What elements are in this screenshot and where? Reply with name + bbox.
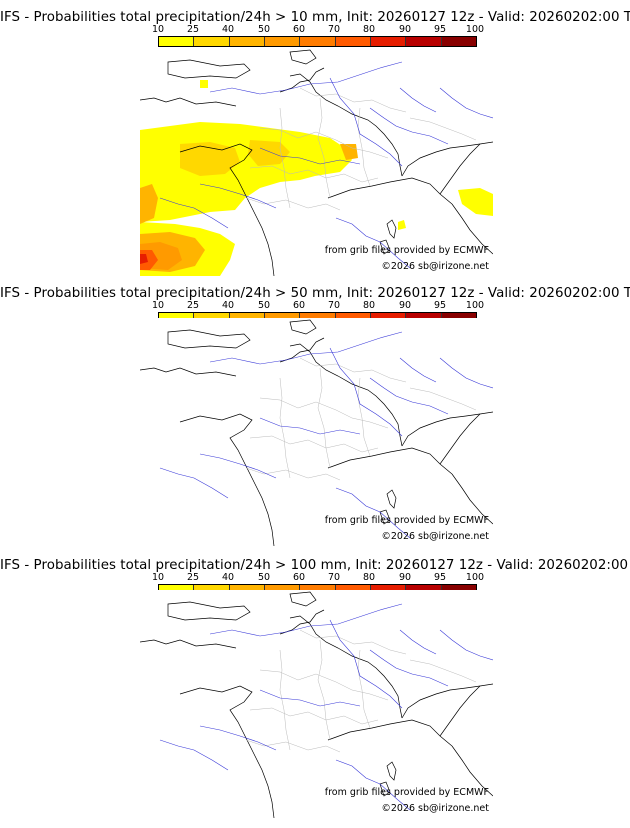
tick-label: 50	[257, 300, 271, 311]
rivers	[159, 61, 493, 269]
tick-label: 100	[465, 572, 485, 583]
colorbar-segment	[335, 313, 371, 322]
tick-label: 95	[433, 572, 447, 583]
map-title: IFS - Probabilities total precipitation/…	[0, 10, 630, 25]
tick-label: 95	[433, 300, 447, 311]
colorbar-segment	[335, 585, 371, 594]
map-title: IFS - Probabilities total precipitation/…	[0, 558, 630, 573]
tick-label: 40	[221, 300, 235, 311]
panel-10mm: IFS - Probabilities total precipitation/…	[0, 0, 630, 276]
colorbar-segment	[264, 37, 301, 46]
data-source-credit: from grib files provided by ECMWF	[324, 515, 489, 526]
tick-label: 60	[292, 300, 306, 311]
coastline	[140, 49, 493, 276]
tick-label: 100	[465, 300, 485, 311]
tick-label: 40	[221, 572, 235, 583]
colorbar-segment	[441, 37, 476, 46]
tick-label: 25	[186, 24, 200, 35]
colorbar-segment	[229, 313, 265, 322]
colorbar-segment	[264, 313, 301, 322]
map-title: IFS - Probabilities total precipitation/…	[0, 286, 630, 301]
colorbar-segment	[194, 313, 230, 322]
tick-label: 10	[151, 24, 165, 35]
colorbar-segment	[229, 585, 265, 594]
map-frame: from grib files provided by ECMWF ©2026 …	[140, 318, 493, 546]
map-frame: from grib files provided by ECMWF ©2026 …	[140, 590, 493, 818]
tick-label: 25	[186, 300, 200, 311]
copyright-credit: ©2026 sb@irizone.net	[381, 531, 489, 542]
map-canvas	[140, 318, 493, 546]
tick-label: 90	[398, 300, 412, 311]
tick-label: 60	[292, 572, 306, 583]
rivers	[159, 331, 493, 539]
colorbar-segment	[441, 313, 476, 322]
admin-borders	[245, 629, 477, 753]
colorbar-segment	[159, 585, 195, 594]
tick-label: 80	[362, 24, 376, 35]
tick-label: 100	[465, 24, 485, 35]
tick-label: 10	[151, 572, 165, 583]
colorbar-segment	[159, 37, 195, 46]
data-source-credit: from grib files provided by ECMWF	[324, 787, 489, 798]
tick-label: 80	[362, 572, 376, 583]
tick-label: 95	[433, 24, 447, 35]
data-source-credit: from grib files provided by ECMWF	[324, 245, 489, 256]
admin-borders	[245, 87, 477, 211]
copyright-credit: ©2026 sb@irizone.net	[381, 803, 489, 814]
tick-label: 60	[292, 24, 306, 35]
precip-probability-areas	[140, 80, 493, 276]
map-canvas	[140, 48, 493, 276]
colorbar-segment	[370, 37, 407, 46]
colorbar-segment	[441, 585, 476, 594]
colorbar-ticks: 10 25 40 50 60 70 80 90 95 100	[152, 24, 484, 35]
colorbar-segment	[335, 37, 371, 46]
colorbar-segment	[194, 37, 230, 46]
tick-label: 70	[327, 300, 341, 311]
tick-label: 50	[257, 24, 271, 35]
colorbar-segment	[300, 313, 336, 322]
tick-label: 80	[362, 300, 376, 311]
map-frame: from grib files provided by ECMWF ©2026 …	[140, 48, 493, 276]
colorbar-segment	[370, 585, 407, 594]
tick-label: 90	[398, 572, 412, 583]
colorbar-segment	[194, 585, 230, 594]
panel-100mm: IFS - Probabilities total precipitation/…	[0, 548, 630, 824]
colorbar-segment	[159, 313, 195, 322]
tick-label: 25	[186, 572, 200, 583]
map-canvas	[140, 590, 493, 818]
admin-borders	[245, 357, 477, 481]
tick-label: 10	[151, 300, 165, 311]
tick-label: 50	[257, 572, 271, 583]
tick-label: 70	[327, 572, 341, 583]
colorbar-segment	[229, 37, 265, 46]
colorbar-ticks: 10 25 40 50 60 70 80 90 95 100	[152, 300, 484, 311]
panel-50mm: IFS - Probabilities total precipitation/…	[0, 276, 630, 552]
tick-label: 90	[398, 24, 412, 35]
copyright-credit: ©2026 sb@irizone.net	[381, 261, 489, 272]
colorbar-ticks: 10 25 40 50 60 70 80 90 95 100	[152, 572, 484, 583]
colorbar-segment	[406, 37, 442, 46]
colorbar-segment	[300, 585, 336, 594]
tick-label: 40	[221, 24, 235, 35]
tick-label: 70	[327, 24, 341, 35]
colorbar-segment	[370, 313, 407, 322]
colorbar-segment	[406, 313, 442, 322]
colorbar-segment	[264, 585, 301, 594]
coastline	[140, 591, 493, 818]
colorbar-segment	[406, 585, 442, 594]
colorbar-segment	[300, 37, 336, 46]
colorbar	[158, 36, 477, 47]
rivers	[159, 603, 493, 811]
